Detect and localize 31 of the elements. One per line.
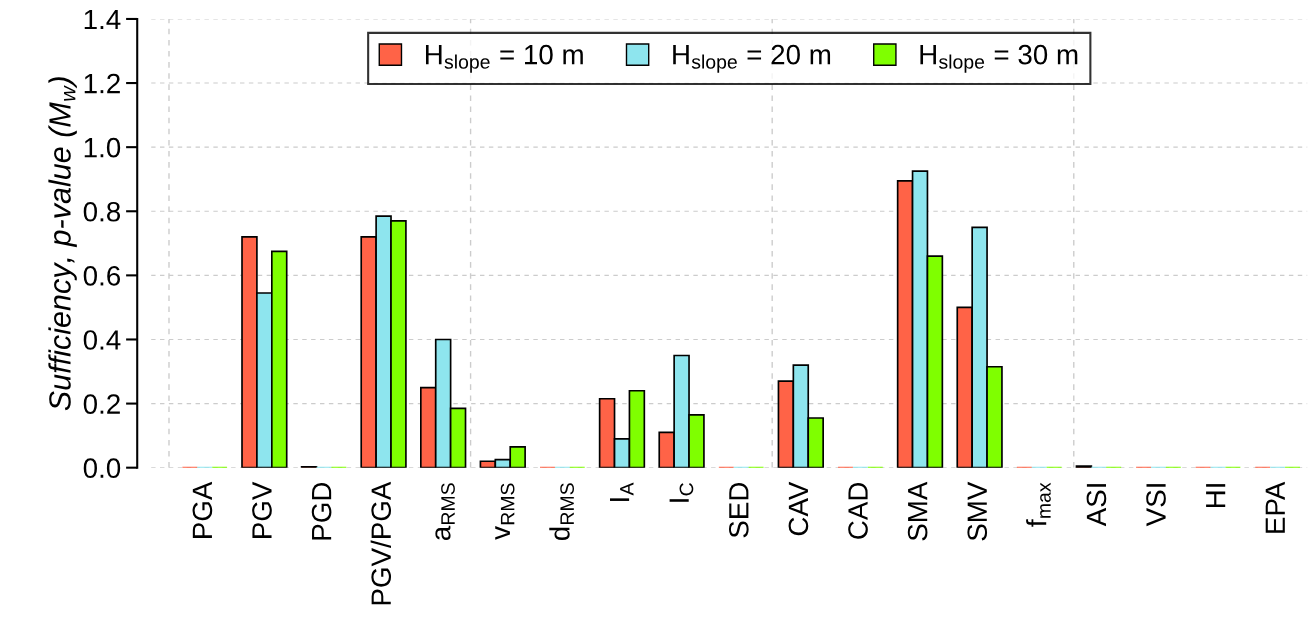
x-tick-label: CAD	[848, 482, 868, 539]
legend-label: H$_{slope}$ = 20 m	[673, 44, 831, 73]
x-tick-label: f$_{max}$	[1026, 482, 1051, 527]
y-tick-label: 1.4	[84, 9, 121, 30]
legend-label: H$_{slope}$ = 30 m	[920, 44, 1078, 73]
y-tick-label: 0.0	[83, 458, 121, 479]
x-tick-label: ASI	[1086, 484, 1107, 527]
x-tick-label: a$_{RMS}$	[435, 483, 455, 541]
y-tick-label: 0.4	[83, 330, 121, 350]
y-tick-label: 1.2	[84, 73, 120, 94]
x-tick-label: SMV	[967, 481, 988, 541]
x-tick-label: EPA	[1265, 481, 1285, 533]
x-tick-label: SED	[728, 482, 749, 538]
x-tick-label: CAV	[788, 481, 809, 536]
x-tick-label: PGV	[252, 481, 272, 538]
x-tick-label: SMA	[907, 481, 928, 541]
y-tick-label: 0.8	[83, 201, 121, 222]
x-tick-label: PGD	[311, 482, 332, 540]
y-tick-label: 1.0	[84, 137, 121, 158]
x-tick-label: v$_{RMS}$	[495, 483, 515, 540]
x-tick-label: d$_{RMS}$	[549, 483, 575, 541]
x-tick-label: PGV/PGA	[370, 481, 392, 605]
x-tick-label: VSI	[1146, 484, 1166, 527]
y-tick-label: 0.2	[83, 394, 120, 414]
x-tick-label: PGA	[192, 481, 213, 538]
y-axis-title: Sufficiency, p-value (M$_{w}$)	[48, 77, 77, 411]
x-tick-label: I$_{C}$	[669, 483, 694, 502]
x-tick-label: HI	[1206, 484, 1226, 508]
x-tick-label: I$_{A}$	[610, 482, 634, 501]
legend-label: H$_{slope}$ = 10 m	[425, 44, 583, 73]
y-tick-label: 0.6	[83, 266, 121, 286]
